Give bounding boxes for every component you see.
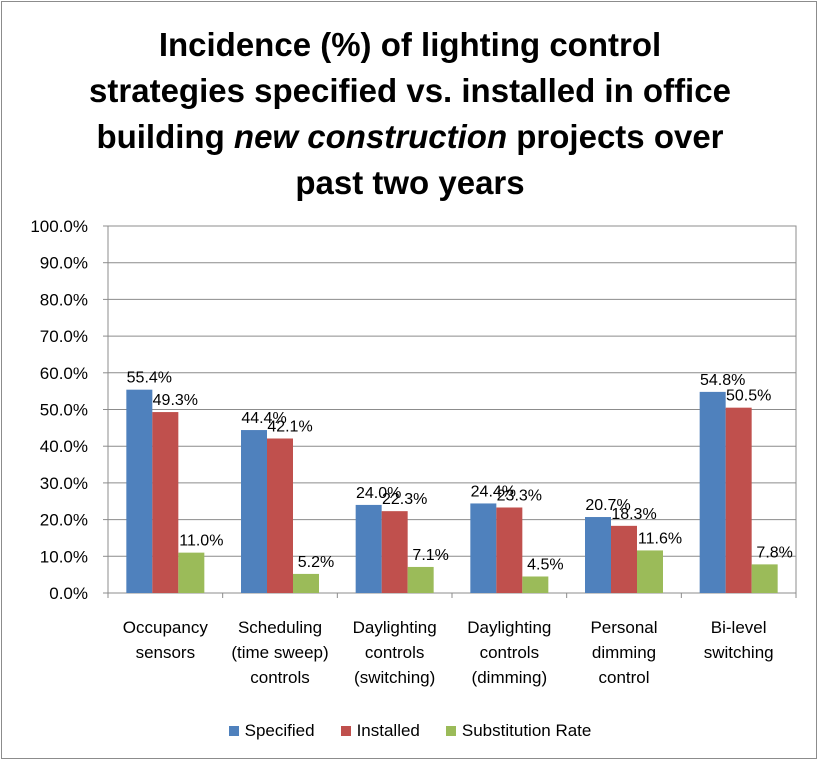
legend-label: Substitution Rate (461, 721, 592, 740)
title-part: Incidence (%) of lighting control (158, 26, 662, 63)
x-category-label: dimming (592, 643, 656, 662)
data-label: 23.3% (497, 487, 542, 504)
chart-legend: Specified Installed Substitution Rate (0, 718, 820, 744)
legend-label: Installed (356, 721, 420, 740)
y-tick-label: 60.0% (40, 364, 88, 383)
x-category-label: Daylighting (353, 618, 437, 637)
bar-specified (355, 504, 382, 593)
legend-item: Installed (340, 721, 420, 741)
data-label: 24.4% (471, 483, 516, 500)
data-label: 42.1% (267, 418, 312, 435)
bar-substitution-rate (522, 576, 549, 593)
x-category-label: sensors (136, 643, 196, 662)
title-part: building (96, 118, 234, 155)
data-label: 11.0% (179, 533, 223, 550)
y-tick-label: 30.0% (40, 474, 88, 493)
y-tick-label: 70.0% (40, 327, 88, 346)
bar-substitution-rate (407, 566, 434, 593)
bar-specified (126, 389, 153, 593)
legend-item: Specified (228, 721, 315, 741)
bar-specified (699, 391, 726, 593)
x-category-label: (switching) (354, 668, 435, 687)
x-category-label: Personal (590, 618, 657, 637)
bar-specified (470, 503, 497, 593)
title-part: past two years (295, 164, 525, 201)
legend-item: Substitution Rate (445, 721, 592, 741)
data-label: 5.2% (298, 554, 334, 571)
data-label: 49.3% (153, 392, 198, 409)
data-label: 55.4% (127, 370, 172, 387)
bar-substitution-rate (637, 550, 663, 593)
bar-installed (267, 438, 293, 593)
x-category-label: controls (250, 668, 310, 687)
y-tick-label: 90.0% (40, 254, 88, 273)
x-category-label: control (598, 668, 649, 687)
x-category-label: Bi-level (711, 618, 767, 637)
y-tick-label: 0.0% (49, 584, 88, 603)
y-tick-label: 40.0% (40, 437, 88, 456)
x-category-label: controls (365, 643, 425, 662)
data-label: 11.6% (638, 530, 682, 547)
legend-swatch (445, 726, 456, 736)
bar-installed (725, 407, 752, 593)
chart-title: Incidence (%) of lighting control strateg… (60, 22, 760, 206)
data-label: 22.3% (382, 491, 427, 508)
data-label: 18.3% (611, 506, 656, 523)
data-label: 44.4% (241, 410, 286, 427)
data-label: 54.8% (700, 372, 745, 389)
y-tick-label: 20.0% (40, 511, 88, 530)
y-tick-label: 80.0% (40, 290, 88, 309)
x-category-label: (dimming) (472, 668, 548, 687)
legend-swatch (228, 726, 239, 736)
bar-installed (611, 525, 637, 593)
bar-installed (381, 511, 408, 593)
x-category-label: Daylighting (467, 618, 551, 637)
data-label: 7.1% (412, 547, 448, 564)
y-tick-label: 50.0% (40, 401, 88, 420)
title-part: projects over (507, 118, 724, 155)
legend-swatch (340, 726, 351, 736)
bar-substitution-rate (178, 552, 205, 593)
y-tick-label: 100.0% (30, 217, 88, 236)
data-label: 20.7% (585, 497, 630, 514)
bar-specified (241, 430, 267, 593)
x-category-label: Occupancy (123, 618, 209, 637)
bar-installed (496, 507, 523, 593)
bar-substitution-rate (751, 564, 778, 593)
data-label: 7.8% (756, 544, 792, 561)
data-label: 4.5% (527, 556, 563, 573)
bar-specified (585, 517, 611, 593)
x-category-label: controls (480, 643, 540, 662)
y-tick-label: 10.0% (40, 547, 88, 566)
x-category-label: switching (704, 643, 774, 662)
bar-chart-plot: 0.0% 10.0% 20.0% 30.0% 40.0% 50.0% 60.0% 70.0% 8… (30, 217, 797, 687)
data-label: 24.0% (356, 485, 401, 502)
data-label: 50.5% (726, 388, 771, 405)
title-part: strategies specified vs. installed in of… (89, 72, 731, 109)
bar-installed (152, 412, 179, 593)
title-part: new construction (233, 118, 508, 155)
legend-label: Specified (244, 721, 315, 740)
bar-substitution-rate (293, 573, 319, 593)
x-category-label: Scheduling (238, 618, 322, 637)
x-category-label: (time sweep) (231, 643, 328, 662)
